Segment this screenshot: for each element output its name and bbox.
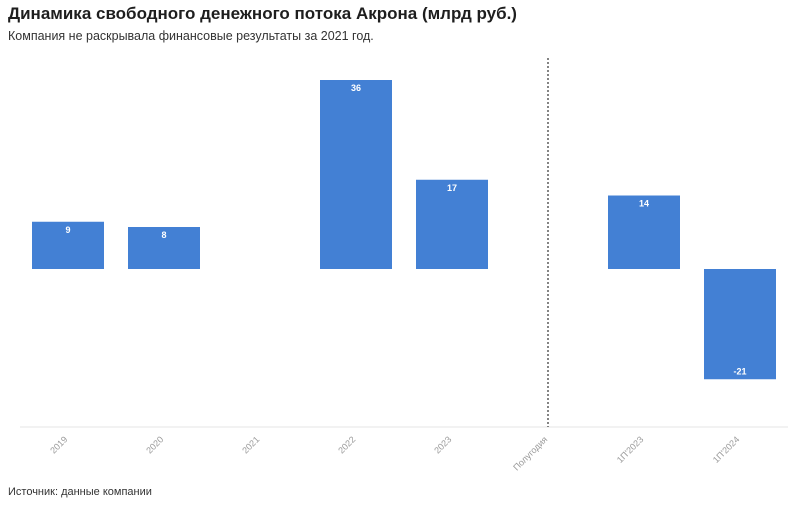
data-label-2023: 17 [447,183,457,193]
bar-1П'2023 [608,195,680,269]
data-label-2020: 8 [161,230,166,240]
x-tick-label-1П'2024: 1П'2024 [711,434,742,465]
data-label-2019: 9 [65,225,70,235]
x-tick-label-2021: 2021 [240,434,261,455]
chart-title: Динамика свободного денежного потока Акр… [8,4,517,23]
bar-2023 [416,179,488,269]
data-label-1П'2023: 14 [639,199,649,209]
x-tick-label-2023: 2023 [432,434,453,455]
bar-1П'2024 [704,269,776,380]
x-tick-label-1П'2023: 1П'2023 [615,434,646,465]
bar-2022 [320,80,392,269]
bar-2019 [32,221,104,269]
x-tick-label-2022: 2022 [336,434,357,455]
data-label-1П'2024: -21 [733,366,746,376]
source-note: Источник: данные компании [8,486,152,498]
x-tick-label-2020: 2020 [144,434,165,455]
x-tick-label-2019: 2019 [48,434,69,455]
bar-2020 [128,227,200,269]
x-tick-label-Полугодия: Полугодия [511,434,549,472]
chart-subtitle: Компания не раскрывала финансовые резуль… [8,29,374,43]
data-label-2022: 36 [351,83,361,93]
